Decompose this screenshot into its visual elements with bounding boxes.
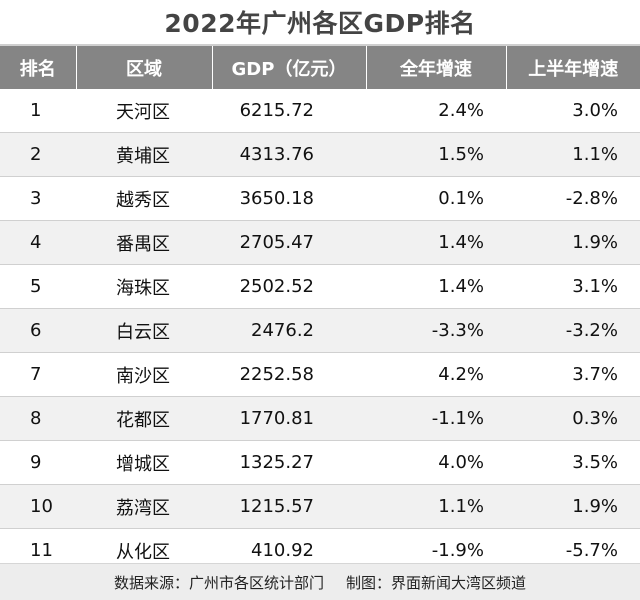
gdp-cell: 2705.47 xyxy=(212,220,366,265)
gdp-cell: 1325.27 xyxy=(212,440,366,485)
header-full-year-growth: 全年增速 xyxy=(365,46,506,89)
gdp-cell: 2252.58 xyxy=(212,352,366,397)
half-year-growth-cell: 3.7% xyxy=(506,352,640,397)
table-row: 2 黄埔区 4313.76 1.5% 1.1% xyxy=(0,132,640,177)
table-row: 5 海珠区 2502.52 1.4% 3.1% xyxy=(0,264,640,309)
rank-cell: 7 xyxy=(0,352,76,397)
district-cell: 天河区 xyxy=(76,89,212,133)
table-row: 3 越秀区 3650.18 0.1% -2.8% xyxy=(0,176,640,221)
table-row: 6 白云区 2476.2 -3.3% -3.2% xyxy=(0,308,640,353)
full-year-growth-cell: 2.4% xyxy=(366,89,506,133)
full-year-growth-cell: 4.2% xyxy=(366,352,506,397)
title-bar: 2022年广州各区GDP排名 xyxy=(0,0,640,46)
half-year-growth-cell: 3.5% xyxy=(506,440,640,485)
footer-credit: 制图：界面新闻大湾区频道 xyxy=(346,573,527,592)
gdp-cell: 1770.81 xyxy=(212,396,366,441)
table-row: 8 花都区 1770.81 -1.1% 0.3% xyxy=(0,396,640,441)
gdp-cell: 4313.76 xyxy=(212,132,366,177)
table-header: 排名 区域 GDP（亿元） 全年增速 上半年增速 xyxy=(0,46,640,89)
full-year-growth-cell: 1.4% xyxy=(366,264,506,309)
rank-cell: 4 xyxy=(0,220,76,265)
full-year-growth-cell: 0.1% xyxy=(366,176,506,221)
footer: 数据来源：广州市各区统计部门 制图：界面新闻大湾区频道 xyxy=(0,563,640,600)
half-year-growth-cell: 1.1% xyxy=(506,132,640,177)
table-row: 7 南沙区 2252.58 4.2% 3.7% xyxy=(0,352,640,397)
full-year-growth-cell: 4.0% xyxy=(366,440,506,485)
rank-cell: 3 xyxy=(0,176,76,221)
half-year-growth-cell: 0.3% xyxy=(506,396,640,441)
table-row: 4 番禺区 2705.47 1.4% 1.9% xyxy=(0,220,640,265)
footer-source: 数据来源：广州市各区统计部门 xyxy=(113,573,324,592)
table-row: 9 增城区 1325.27 4.0% 3.5% xyxy=(0,440,640,485)
full-year-growth-cell: 1.1% xyxy=(366,484,506,529)
rank-cell: 9 xyxy=(0,440,76,485)
district-cell: 白云区 xyxy=(76,308,212,353)
rank-cell: 1 xyxy=(0,89,76,133)
table-row: 10 荔湾区 1215.57 1.1% 1.9% xyxy=(0,484,640,529)
full-year-growth-cell: -3.3% xyxy=(366,308,506,353)
half-year-growth-cell: -2.8% xyxy=(506,176,640,221)
header-gdp: GDP（亿元） xyxy=(211,46,366,89)
page-title: 2022年广州各区GDP排名 xyxy=(164,9,476,38)
half-year-growth-cell: 1.9% xyxy=(506,220,640,265)
full-year-growth-cell: 1.4% xyxy=(366,220,506,265)
gdp-cell: 2476.2 xyxy=(212,308,366,353)
district-cell: 黄埔区 xyxy=(76,132,212,177)
half-year-growth-cell: -3.2% xyxy=(506,308,640,353)
district-cell: 荔湾区 xyxy=(76,484,212,529)
half-year-growth-cell: 3.0% xyxy=(506,89,640,133)
full-year-growth-cell: 1.5% xyxy=(366,132,506,177)
header-row: 排名 区域 GDP（亿元） 全年增速 上半年增速 xyxy=(0,46,640,89)
rank-cell: 2 xyxy=(0,132,76,177)
gdp-cell: 1215.57 xyxy=(212,484,366,529)
district-cell: 南沙区 xyxy=(76,352,212,397)
table-body: 1 天河区 6215.72 2.4% 3.0% 2 黄埔区 4313.76 1.5% 1.1% 3 越… xyxy=(0,89,640,573)
gdp-ranking-table: 排名 区域 GDP（亿元） 全年增速 上半年增速 1 天河区 6215.72 2.4%… xyxy=(0,46,640,573)
half-year-growth-cell: 3.1% xyxy=(506,264,640,309)
gdp-cell: 2502.52 xyxy=(212,264,366,309)
rank-cell: 6 xyxy=(0,308,76,353)
rank-cell: 10 xyxy=(0,484,76,529)
rank-cell: 5 xyxy=(0,264,76,309)
full-year-growth-cell: -1.1% xyxy=(366,396,506,441)
table-row: 1 天河区 6215.72 2.4% 3.0% xyxy=(0,89,640,133)
district-cell: 番禺区 xyxy=(76,220,212,265)
district-cell: 增城区 xyxy=(76,440,212,485)
header-district: 区域 xyxy=(75,46,212,89)
header-rank: 排名 xyxy=(0,46,76,89)
half-year-growth-cell: 1.9% xyxy=(506,484,640,529)
district-cell: 海珠区 xyxy=(76,264,212,309)
rank-cell: 8 xyxy=(0,396,76,441)
gdp-cell: 6215.72 xyxy=(212,89,366,133)
header-half-year-growth: 上半年增速 xyxy=(505,46,640,89)
gdp-cell: 3650.18 xyxy=(212,176,366,221)
district-cell: 花都区 xyxy=(76,396,212,441)
district-cell: 越秀区 xyxy=(76,176,212,221)
